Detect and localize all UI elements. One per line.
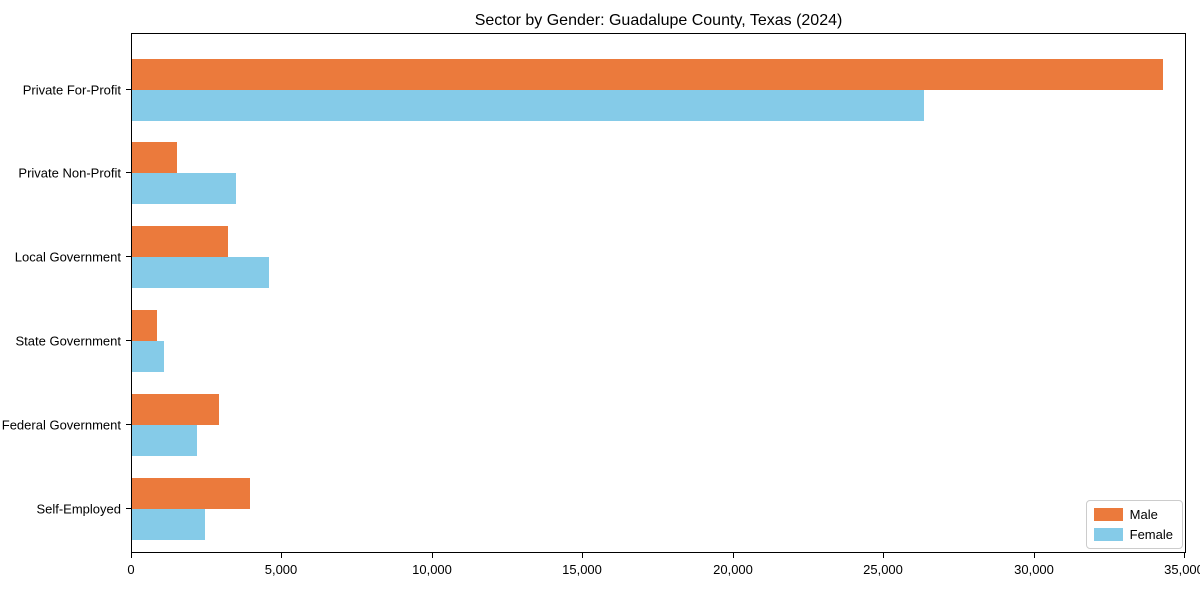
bar-male	[132, 309, 157, 341]
x-tick	[1034, 553, 1035, 558]
x-tick-label: 20,000	[713, 562, 753, 577]
x-tick	[582, 553, 583, 558]
bar-female	[132, 173, 236, 205]
bar-female	[132, 89, 924, 121]
bar-female	[132, 340, 164, 372]
plot-area	[131, 33, 1186, 553]
male-swatch	[1093, 508, 1123, 521]
bar-male	[132, 393, 219, 425]
y-tick	[126, 256, 131, 257]
y-tick	[126, 172, 131, 173]
bar-male	[132, 58, 1163, 90]
x-tick	[733, 553, 734, 558]
x-tick-label: 10,000	[412, 562, 452, 577]
bar-male	[132, 142, 177, 174]
x-tick-label: 15,000	[562, 562, 602, 577]
bar-female	[132, 424, 197, 456]
legend-item-female: Female	[1093, 527, 1173, 542]
bar-female	[132, 508, 205, 540]
y-tick	[126, 508, 131, 509]
bar-male	[132, 477, 250, 509]
x-tick-label: 0	[127, 562, 135, 577]
legend: Male Female	[1085, 500, 1183, 549]
y-tick-label: Local Government	[14, 249, 121, 265]
bar-female	[132, 257, 269, 289]
legend-label-male: Male	[1129, 507, 1158, 522]
x-tick	[1184, 553, 1185, 558]
x-tick-label: 5,000	[264, 562, 298, 577]
bar-male	[132, 226, 228, 258]
y-tick-label: Federal Government	[1, 417, 121, 433]
x-tick-label: 25,000	[863, 562, 903, 577]
y-tick	[126, 340, 131, 341]
female-swatch	[1093, 528, 1123, 541]
chart-title: Sector by Gender: Guadalupe County, Texa…	[474, 12, 843, 29]
x-tick	[281, 553, 282, 558]
x-tick-label: 35,000	[1164, 562, 1200, 577]
y-tick-label: Private Non-Profit	[18, 165, 121, 181]
y-tick-label: Self-Employed	[36, 501, 121, 516]
y-tick	[126, 424, 131, 425]
legend-item-male: Male	[1093, 507, 1173, 522]
x-tick	[131, 553, 132, 558]
legend-label-female: Female	[1129, 527, 1173, 542]
y-tick-label: Private For-Profit	[22, 82, 121, 97]
y-tick-label: State Government	[15, 333, 122, 349]
x-tick	[432, 553, 433, 558]
y-tick	[126, 89, 131, 90]
x-tick-label: 30,000	[1014, 562, 1054, 577]
x-tick	[883, 553, 884, 558]
